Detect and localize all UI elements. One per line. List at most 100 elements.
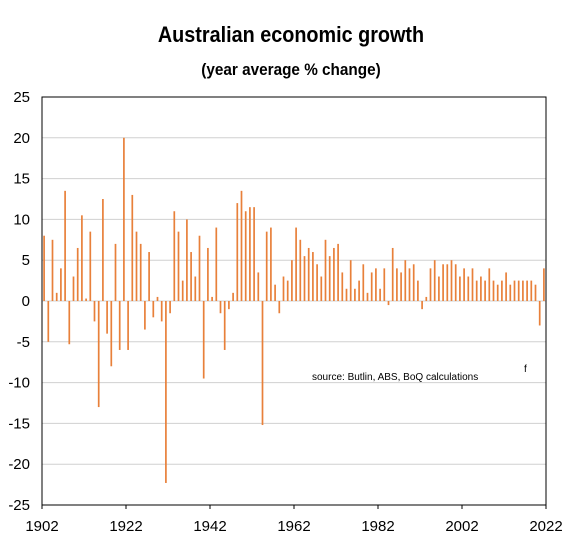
bar-1910 — [76, 247, 79, 301]
bar-1969 — [324, 239, 327, 301]
forecast-marker: f — [524, 364, 527, 375]
bar-1977 — [358, 280, 360, 301]
bar-1937 — [190, 252, 192, 301]
bar-1934 — [177, 231, 180, 301]
y-tick-label: -25 — [8, 497, 30, 514]
bar-1968 — [320, 276, 323, 301]
bar-1993 — [425, 296, 428, 301]
bar-1907 — [64, 190, 66, 301]
bar-1912 — [85, 298, 87, 301]
bar-1951 — [249, 207, 251, 301]
x-axis: 1902 1922 1942 1962 1982 2002 2022 — [25, 505, 563, 535]
bar-1996 — [438, 276, 440, 301]
bar-1932 — [169, 301, 171, 314]
bar-1964 — [303, 256, 306, 301]
bar-2004 — [471, 268, 474, 301]
x-tick-label: 2002 — [445, 518, 478, 535]
y-tick-label: 5 — [22, 252, 30, 269]
bar-1974 — [345, 288, 348, 301]
bar-1954 — [261, 301, 264, 426]
bar-1999 — [450, 260, 453, 301]
bar-1926 — [144, 301, 146, 330]
bar-1990 — [412, 264, 415, 301]
bar-1988 — [404, 260, 407, 301]
bar-1975 — [349, 260, 352, 301]
bar-1930 — [160, 301, 163, 322]
bar-1972 — [337, 243, 339, 301]
gridlines — [42, 137, 546, 465]
bar-2016 — [522, 280, 524, 301]
bar-1916 — [102, 199, 104, 301]
bar-1942 — [211, 296, 213, 301]
bar-1909 — [72, 276, 75, 301]
bar-1925 — [139, 243, 142, 301]
bar-1983 — [383, 268, 386, 301]
x-tick-label: 1962 — [277, 518, 310, 535]
bar-1971 — [333, 247, 335, 301]
bar-1995 — [433, 260, 436, 301]
bar-1959 — [282, 276, 285, 301]
bar-1928 — [152, 301, 155, 318]
bar-1931 — [165, 301, 167, 483]
bar-1976 — [354, 288, 356, 301]
bar-1970 — [328, 256, 331, 301]
bar-2013 — [509, 284, 512, 301]
bar-1956 — [270, 227, 272, 301]
bar-1939 — [198, 235, 201, 301]
bar-1920 — [118, 301, 121, 350]
bar-2010 — [496, 284, 499, 301]
bar-1940 — [202, 301, 205, 379]
x-tick-label: 2022 — [529, 518, 562, 535]
bar-2021 — [543, 268, 545, 301]
bar-1933 — [173, 211, 176, 301]
bar-1911 — [81, 215, 83, 301]
y-tick-label: 20 — [13, 130, 30, 147]
bar-1922 — [127, 301, 129, 350]
bar-2006 — [480, 276, 482, 301]
bar-1967 — [316, 264, 318, 301]
bar-1935 — [181, 280, 184, 301]
bar-1952 — [253, 207, 255, 301]
bar-2017 — [526, 280, 528, 301]
bar-1973 — [341, 272, 344, 301]
bar-1919 — [114, 243, 117, 301]
bar-2003 — [467, 276, 470, 301]
y-tick-label: 10 — [13, 211, 30, 228]
bar-1979 — [366, 292, 369, 301]
bar-1913 — [89, 231, 92, 301]
bar-1980 — [370, 272, 373, 301]
y-tick-label: 0 — [22, 293, 30, 310]
bar-2009 — [492, 280, 495, 301]
bar-1949 — [240, 190, 243, 301]
bar-1904 — [51, 239, 54, 301]
chart-subtitle: (year average % change) — [201, 60, 381, 79]
bar-1950 — [244, 211, 247, 301]
chart-title: Australian economic growth — [157, 22, 425, 47]
x-tick-label: 1982 — [361, 518, 394, 535]
bar-1936 — [186, 219, 188, 301]
bar-1965 — [307, 247, 310, 301]
bar-1984 — [387, 301, 390, 306]
bar-1966 — [312, 252, 314, 301]
bar-1906 — [60, 268, 62, 301]
bar-1987 — [400, 272, 402, 301]
bar-1945 — [223, 301, 226, 350]
bar-2018 — [530, 280, 533, 301]
bars — [43, 137, 545, 483]
bar-1903 — [47, 301, 50, 342]
bar-2011 — [501, 280, 503, 301]
bar-1962 — [295, 227, 297, 301]
bar-2015 — [517, 280, 520, 301]
bar-1991 — [417, 280, 419, 301]
x-tick-label: 1902 — [25, 518, 58, 535]
bar-2005 — [475, 280, 478, 301]
bar-1938 — [194, 276, 197, 301]
bar-1905 — [55, 292, 58, 301]
bar-1923 — [131, 194, 134, 301]
bar-2002 — [463, 268, 465, 301]
bar-1982 — [379, 288, 381, 301]
bar-1927 — [148, 252, 150, 301]
bar-1955 — [265, 231, 268, 301]
bar-1921 — [123, 137, 125, 301]
y-tick-label: -5 — [17, 334, 30, 351]
